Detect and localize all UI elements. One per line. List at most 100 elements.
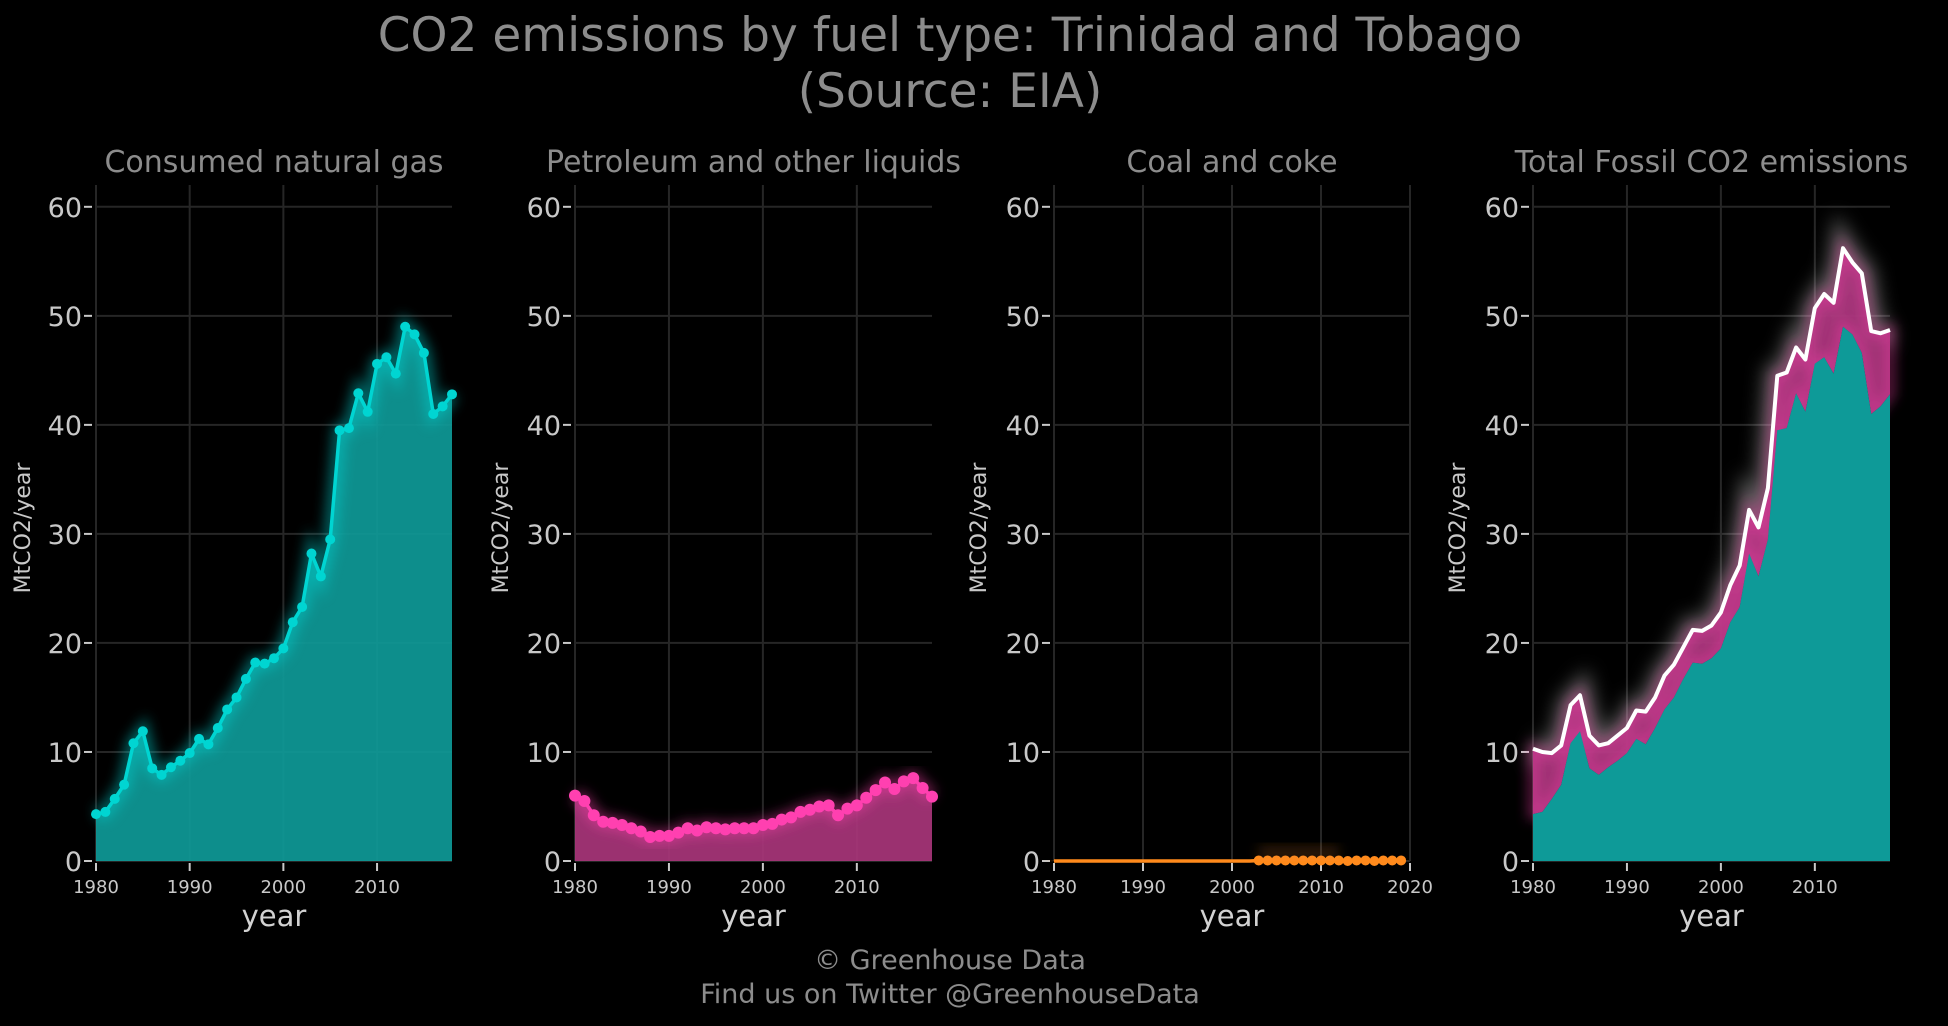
- data-point: [869, 784, 882, 797]
- data-point: [587, 809, 600, 822]
- chart-title: CO2 emissions by fuel type: Trinidad and…: [377, 8, 1523, 63]
- data-point: [437, 401, 448, 412]
- data-point: [756, 819, 769, 832]
- data-point: [625, 822, 638, 835]
- data-point: [841, 802, 854, 815]
- panel-title: Consumed natural gas: [104, 145, 443, 180]
- panel-coal: Coal and coke 0 10 20 30 40 50 60 1980 1990 2000 20…: [967, 145, 1433, 933]
- data-point: [240, 673, 251, 684]
- area-petroleum-stack: [1533, 248, 1890, 815]
- data-point: [390, 368, 401, 379]
- y-tick-label: 10: [527, 738, 561, 769]
- x-tick-label: 2010: [354, 877, 400, 898]
- data-point: [175, 755, 186, 766]
- x-tick-label: 1990: [167, 877, 213, 898]
- data-point: [109, 793, 120, 804]
- data-point: [775, 813, 788, 826]
- data-point: [259, 658, 270, 669]
- data-point: [184, 748, 195, 759]
- data-point: [747, 822, 760, 835]
- data-point: [343, 423, 354, 434]
- y-tick-label: 10: [48, 738, 82, 769]
- data-point: [278, 643, 289, 654]
- y-tick-label: 50: [48, 302, 82, 333]
- data-point: [156, 769, 167, 780]
- y-tick-label: 30: [527, 520, 561, 551]
- x-axis-label: year: [242, 899, 307, 933]
- x-tick-label: 2020: [1387, 877, 1433, 898]
- data-point: [691, 824, 704, 837]
- data-point: [269, 653, 279, 664]
- data-point: [306, 548, 317, 559]
- data-point: [100, 806, 111, 817]
- panel-title: Petroleum and other liquids: [546, 145, 961, 180]
- y-tick-label: 30: [1485, 520, 1519, 551]
- x-tick-label: 1990: [1120, 877, 1166, 898]
- x-tick-label: 2010: [834, 877, 880, 898]
- main-title: CO2 emissions by fuel type: Trinidad and…: [0, 8, 1900, 120]
- data-point: [916, 781, 929, 794]
- data-point: [681, 822, 694, 835]
- data-point: [662, 829, 675, 842]
- data-point: [803, 803, 816, 816]
- x-tick-label: 1980: [73, 877, 119, 898]
- y-axis-label: MtCO2/year: [967, 462, 992, 594]
- y-tick-label: 50: [1485, 302, 1519, 333]
- data-point: [1369, 856, 1380, 866]
- data-point: [879, 776, 892, 789]
- data-point: [409, 329, 420, 340]
- data-point: [1351, 855, 1362, 866]
- x-axis-label: year: [1200, 899, 1265, 933]
- y-axis-label: MtCO2/year: [11, 462, 36, 594]
- data-point: [250, 657, 261, 668]
- y-axis-label: MtCO2/year: [489, 462, 514, 594]
- data-point: [672, 826, 685, 839]
- data-point: [794, 805, 807, 818]
- footer-twitter: Find us on Twitter @GreenhouseData: [700, 979, 1200, 1010]
- data-point: [1396, 855, 1407, 866]
- data-point: [653, 829, 666, 842]
- panel-total: Total Fossil CO2 emissions 0 10 20 30 40 50 60 1…: [1446, 145, 1908, 933]
- data-point: [860, 791, 873, 804]
- x-tick-label: 1990: [1604, 877, 1650, 898]
- data-point: [728, 822, 741, 835]
- data-point: [606, 816, 619, 829]
- x-axis-label: year: [721, 899, 786, 933]
- data-point: [315, 571, 326, 582]
- x-tick-label: 1980: [1510, 877, 1556, 898]
- data-point: [428, 408, 439, 419]
- coal-glow: [1258, 845, 1339, 861]
- data-point: [297, 601, 308, 612]
- data-point: [700, 821, 713, 834]
- data-point: [597, 815, 610, 828]
- data-point: [91, 809, 101, 820]
- data-point: [907, 772, 920, 785]
- y-tick-label: 10: [1485, 738, 1519, 769]
- y-tick-label: 60: [1006, 193, 1040, 224]
- data-point: [766, 817, 779, 830]
- data-point: [447, 389, 457, 400]
- data-point: [578, 795, 591, 808]
- footer: © Greenhouse Data Find us on Twitter @Gr…: [0, 944, 1900, 1012]
- x-tick-label: 2000: [260, 877, 306, 898]
- x-axis-label: year: [1679, 899, 1744, 933]
- y-axis-label: MtCO2/year: [1446, 462, 1471, 594]
- y-tick-label: 20: [48, 629, 82, 660]
- data-point: [888, 783, 901, 796]
- data-point: [353, 388, 364, 399]
- data-point: [832, 809, 845, 822]
- data-point: [418, 347, 429, 358]
- data-point: [1342, 856, 1353, 866]
- panel-petroleum: Petroleum and other liquids 0 10 20 30 40 50 60…: [489, 145, 961, 933]
- y-tick-label: 10: [1006, 738, 1040, 769]
- total-line: [1532, 246, 1891, 756]
- data-point: [897, 775, 910, 788]
- x-tick-label: 2010: [1792, 877, 1838, 898]
- data-point: [137, 726, 148, 737]
- y-tick-label: 40: [48, 411, 82, 442]
- data-point: [634, 825, 647, 838]
- y-tick-label: 40: [1485, 411, 1519, 442]
- data-point: [231, 692, 242, 703]
- data-point: [222, 704, 233, 715]
